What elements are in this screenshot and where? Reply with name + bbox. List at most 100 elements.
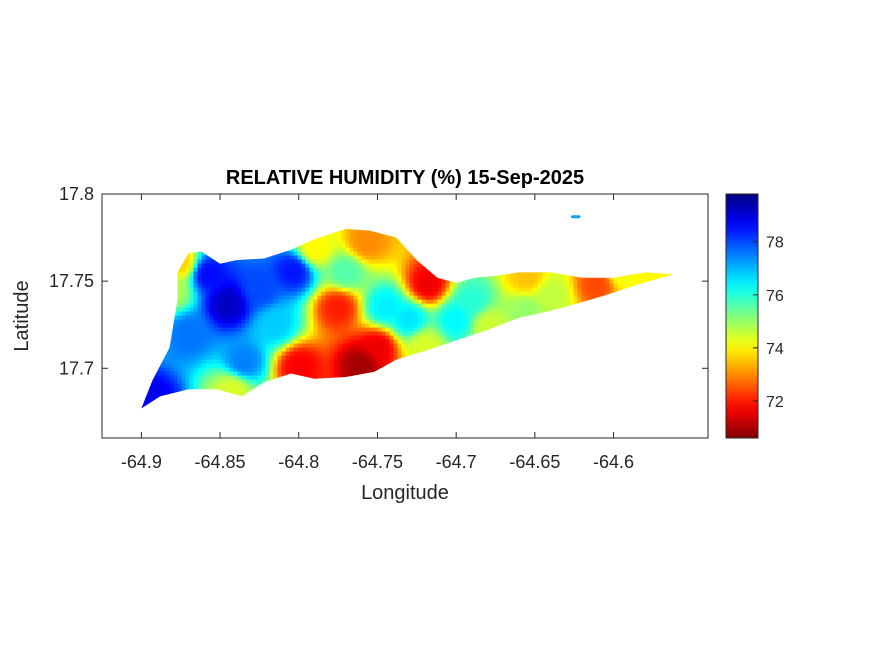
field-cell: [233, 343, 239, 349]
field-cell: [401, 283, 407, 289]
field-cell: [357, 255, 363, 261]
field-cell: [253, 347, 259, 353]
field-cell: [497, 315, 503, 321]
field-cell: [389, 287, 395, 293]
field-cell: [517, 287, 523, 293]
field-cell: [225, 299, 231, 305]
field-cell: [289, 259, 295, 265]
field-cell: [381, 279, 387, 285]
field-cell: [237, 259, 243, 265]
field-cell: [217, 367, 223, 373]
field-cell: [273, 299, 279, 305]
field-cell: [261, 291, 267, 297]
field-cell: [365, 299, 371, 305]
field-cell: [341, 239, 347, 245]
field-cell: [413, 347, 419, 353]
field-cell: [173, 343, 179, 349]
field-cell: [309, 295, 315, 301]
field-cell: [389, 351, 395, 357]
field-cell: [201, 279, 207, 285]
field-cell: [197, 255, 203, 261]
field-cell: [257, 351, 263, 357]
field-cell: [317, 259, 323, 265]
field-cell: [485, 319, 491, 325]
field-cell: [433, 279, 439, 285]
field-cell: [213, 351, 219, 357]
field-cell: [321, 335, 327, 341]
field-cell: [549, 271, 555, 277]
field-cell: [345, 335, 351, 341]
field-cell: [413, 311, 419, 317]
field-cell: [189, 367, 195, 373]
field-cell: [313, 295, 319, 301]
field-cell: [341, 291, 347, 297]
field-cell: [309, 303, 315, 309]
field-cell: [389, 331, 395, 337]
field-cell: [225, 331, 231, 337]
field-cell: [401, 327, 407, 333]
field-cell: [481, 315, 487, 321]
field-cell: [521, 287, 527, 293]
field-cell: [201, 291, 207, 297]
field-cell: [213, 363, 219, 369]
field-cell: [209, 275, 215, 281]
field-cell: [377, 319, 383, 325]
field-cell: [517, 271, 523, 277]
field-cell: [345, 271, 351, 277]
field-cell: [373, 283, 379, 289]
field-cell: [445, 335, 451, 341]
field-cell: [229, 327, 235, 333]
field-cell: [537, 307, 543, 313]
field-cell: [409, 267, 415, 273]
field-cell: [517, 283, 523, 289]
field-cell: [341, 351, 347, 357]
field-cell: [405, 255, 411, 261]
field-cell: [213, 315, 219, 321]
field-cell: [225, 355, 231, 361]
field-cell: [581, 295, 587, 301]
field-cell: [317, 291, 323, 297]
field-cell: [233, 311, 239, 317]
field-cell: [373, 331, 379, 337]
field-cell: [485, 303, 491, 309]
field-cell: [333, 267, 339, 273]
field-cell: [217, 283, 223, 289]
field-cell: [365, 228, 371, 233]
field-cell: [417, 295, 423, 301]
field-cell: [341, 311, 347, 317]
field-cell: [417, 311, 423, 317]
field-cell: [213, 355, 219, 361]
field-cell: [193, 255, 199, 261]
field-cell: [401, 323, 407, 329]
field-cell: [229, 311, 235, 317]
field-cell: [529, 279, 535, 285]
field-cell: [225, 359, 231, 365]
field-cell: [193, 299, 199, 305]
field-cell: [585, 279, 591, 285]
field-cell: [329, 295, 335, 301]
field-cell: [389, 243, 395, 249]
field-cell: [385, 287, 391, 293]
field-cell: [433, 315, 439, 321]
field-cell: [213, 283, 219, 289]
field-cell: [333, 347, 339, 353]
field-cell: [261, 311, 267, 317]
field-cell: [513, 295, 519, 301]
field-cell: [305, 303, 311, 309]
field-cell: [553, 295, 559, 301]
field-cell: [265, 315, 271, 321]
field-cell: [629, 279, 635, 285]
field-cell: [341, 327, 347, 333]
field-cell: [601, 291, 607, 297]
field-cell: [225, 335, 231, 341]
field-cell: [289, 339, 295, 345]
field-cell: [169, 351, 175, 357]
field-cell: [297, 351, 303, 357]
field-cell: [301, 315, 307, 321]
field-cell: [305, 259, 311, 265]
field-cell: [221, 271, 227, 277]
field-cell: [341, 271, 347, 277]
field-cell: [361, 283, 367, 289]
field-cell: [329, 343, 335, 349]
field-cell: [389, 347, 395, 353]
